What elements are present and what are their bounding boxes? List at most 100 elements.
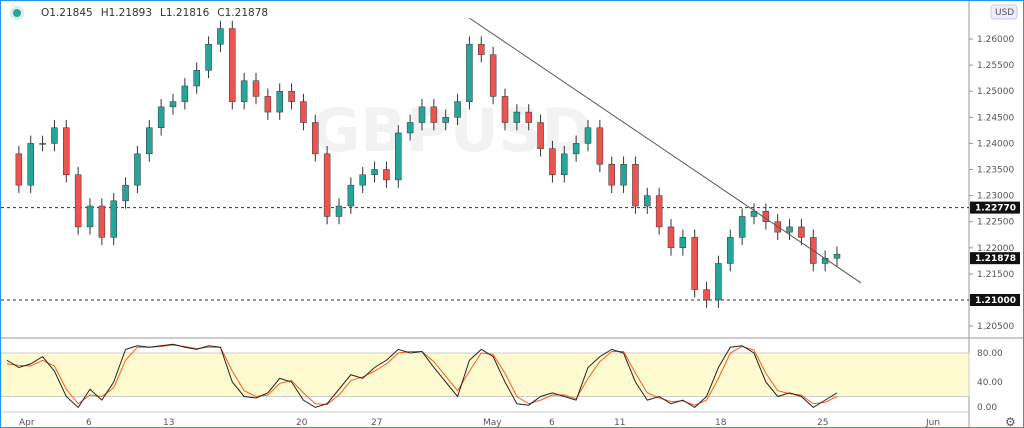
time-tick-label: 25 bbox=[817, 418, 828, 427]
price-tick-label: 1.20500 bbox=[977, 322, 1014, 332]
last-price-box bbox=[970, 252, 1020, 265]
candle bbox=[86, 205, 94, 228]
candle bbox=[466, 43, 473, 102]
candle bbox=[157, 106, 165, 128]
ohlc-legend: O1.21845 H1.21893 L1.21816 C1.21878 bbox=[13, 7, 268, 19]
stoch-tick-label: 0.00 bbox=[977, 403, 997, 413]
price-tick-label: 1.22500 bbox=[977, 218, 1014, 228]
symbol-status-icon bbox=[13, 9, 21, 17]
candle bbox=[727, 237, 734, 264]
price-tick-label: 1.26000 bbox=[977, 35, 1014, 45]
price-tick-label: 1.23500 bbox=[977, 166, 1014, 176]
legend-close: C1.21878 bbox=[217, 7, 269, 19]
price-tick-label: 1.24500 bbox=[977, 113, 1014, 123]
candle bbox=[655, 195, 663, 228]
legend-high: H1.21893 bbox=[100, 7, 153, 19]
time-tick-label: 27 bbox=[371, 418, 382, 427]
candle bbox=[193, 70, 200, 87]
candle bbox=[679, 237, 687, 249]
candle bbox=[715, 263, 722, 301]
last-price-label: 1.21878 bbox=[975, 254, 1016, 264]
candle bbox=[276, 90, 283, 113]
candle bbox=[395, 132, 402, 181]
time-tick-label: 20 bbox=[296, 418, 308, 427]
candle bbox=[98, 205, 106, 238]
candle bbox=[632, 164, 639, 207]
candle bbox=[359, 174, 366, 186]
candle bbox=[489, 54, 497, 97]
time-tick-label: Jun bbox=[925, 418, 940, 427]
candle bbox=[229, 28, 236, 102]
price-label-box bbox=[970, 294, 1020, 306]
candle bbox=[51, 127, 58, 144]
candle bbox=[703, 289, 710, 301]
candle bbox=[549, 148, 556, 175]
candle bbox=[798, 226, 805, 238]
price-tick-label: 1.21500 bbox=[977, 270, 1014, 280]
currency-badge bbox=[990, 4, 1018, 20]
price-tick-label: 1.23000 bbox=[977, 192, 1014, 202]
time-tick-label: 11 bbox=[614, 418, 625, 427]
candle bbox=[596, 127, 604, 165]
candle bbox=[442, 117, 449, 123]
candle bbox=[146, 127, 153, 155]
candle bbox=[312, 122, 319, 155]
candle bbox=[430, 106, 438, 123]
candle bbox=[217, 28, 224, 45]
candle bbox=[288, 90, 295, 102]
price-tick-label: 1.25000 bbox=[977, 87, 1014, 97]
candle bbox=[74, 174, 82, 228]
candle bbox=[537, 122, 544, 149]
candle bbox=[27, 143, 34, 186]
candle bbox=[750, 211, 758, 217]
candle bbox=[478, 43, 485, 55]
candle bbox=[620, 164, 627, 186]
candle bbox=[584, 127, 592, 144]
candle bbox=[181, 85, 189, 102]
time-tick-label: 18 bbox=[715, 418, 727, 427]
stoch-tick-label: 40.00 bbox=[977, 378, 1003, 388]
stoch-tick-label: 80.00 bbox=[977, 349, 1003, 359]
candle bbox=[205, 43, 212, 71]
price-label: 1.22770 bbox=[975, 204, 1016, 214]
candle bbox=[501, 96, 509, 123]
candle bbox=[572, 143, 580, 155]
time-tick-label: 13 bbox=[163, 418, 174, 427]
candle bbox=[667, 226, 675, 249]
price-tick-label: 1.24000 bbox=[977, 139, 1014, 149]
time-tick-label: Apr bbox=[19, 418, 35, 427]
candle bbox=[371, 169, 378, 175]
candle bbox=[15, 153, 23, 186]
time-tick-label: 6 bbox=[86, 418, 92, 427]
candle bbox=[418, 106, 426, 123]
candle bbox=[264, 96, 272, 113]
settings-gear-icon[interactable]: ⚙ bbox=[1005, 415, 1016, 427]
candle bbox=[134, 153, 141, 186]
watermark: GBPUSD bbox=[311, 96, 592, 166]
candle bbox=[169, 101, 177, 108]
price-label: 1.21000 bbox=[975, 296, 1016, 306]
price-tick-label: 1.25500 bbox=[977, 61, 1014, 71]
candle bbox=[454, 101, 461, 118]
candle bbox=[383, 169, 390, 181]
time-tick-label: 6 bbox=[549, 418, 555, 427]
candle bbox=[691, 237, 698, 290]
stoch-k-line bbox=[6, 343, 838, 409]
candle bbox=[786, 226, 793, 233]
candle bbox=[323, 153, 331, 217]
candle bbox=[240, 80, 248, 102]
candle bbox=[738, 216, 746, 238]
stochastic-band bbox=[1, 352, 970, 397]
candle bbox=[406, 122, 414, 134]
time-tick-label: May bbox=[483, 418, 502, 427]
legend-open: O1.21845 bbox=[41, 7, 93, 19]
candle bbox=[335, 205, 343, 217]
candle bbox=[110, 200, 117, 238]
candle bbox=[644, 195, 651, 207]
candle bbox=[252, 80, 260, 97]
legend-low: L1.21816 bbox=[160, 7, 210, 19]
candle bbox=[561, 153, 568, 175]
candle bbox=[513, 111, 521, 123]
